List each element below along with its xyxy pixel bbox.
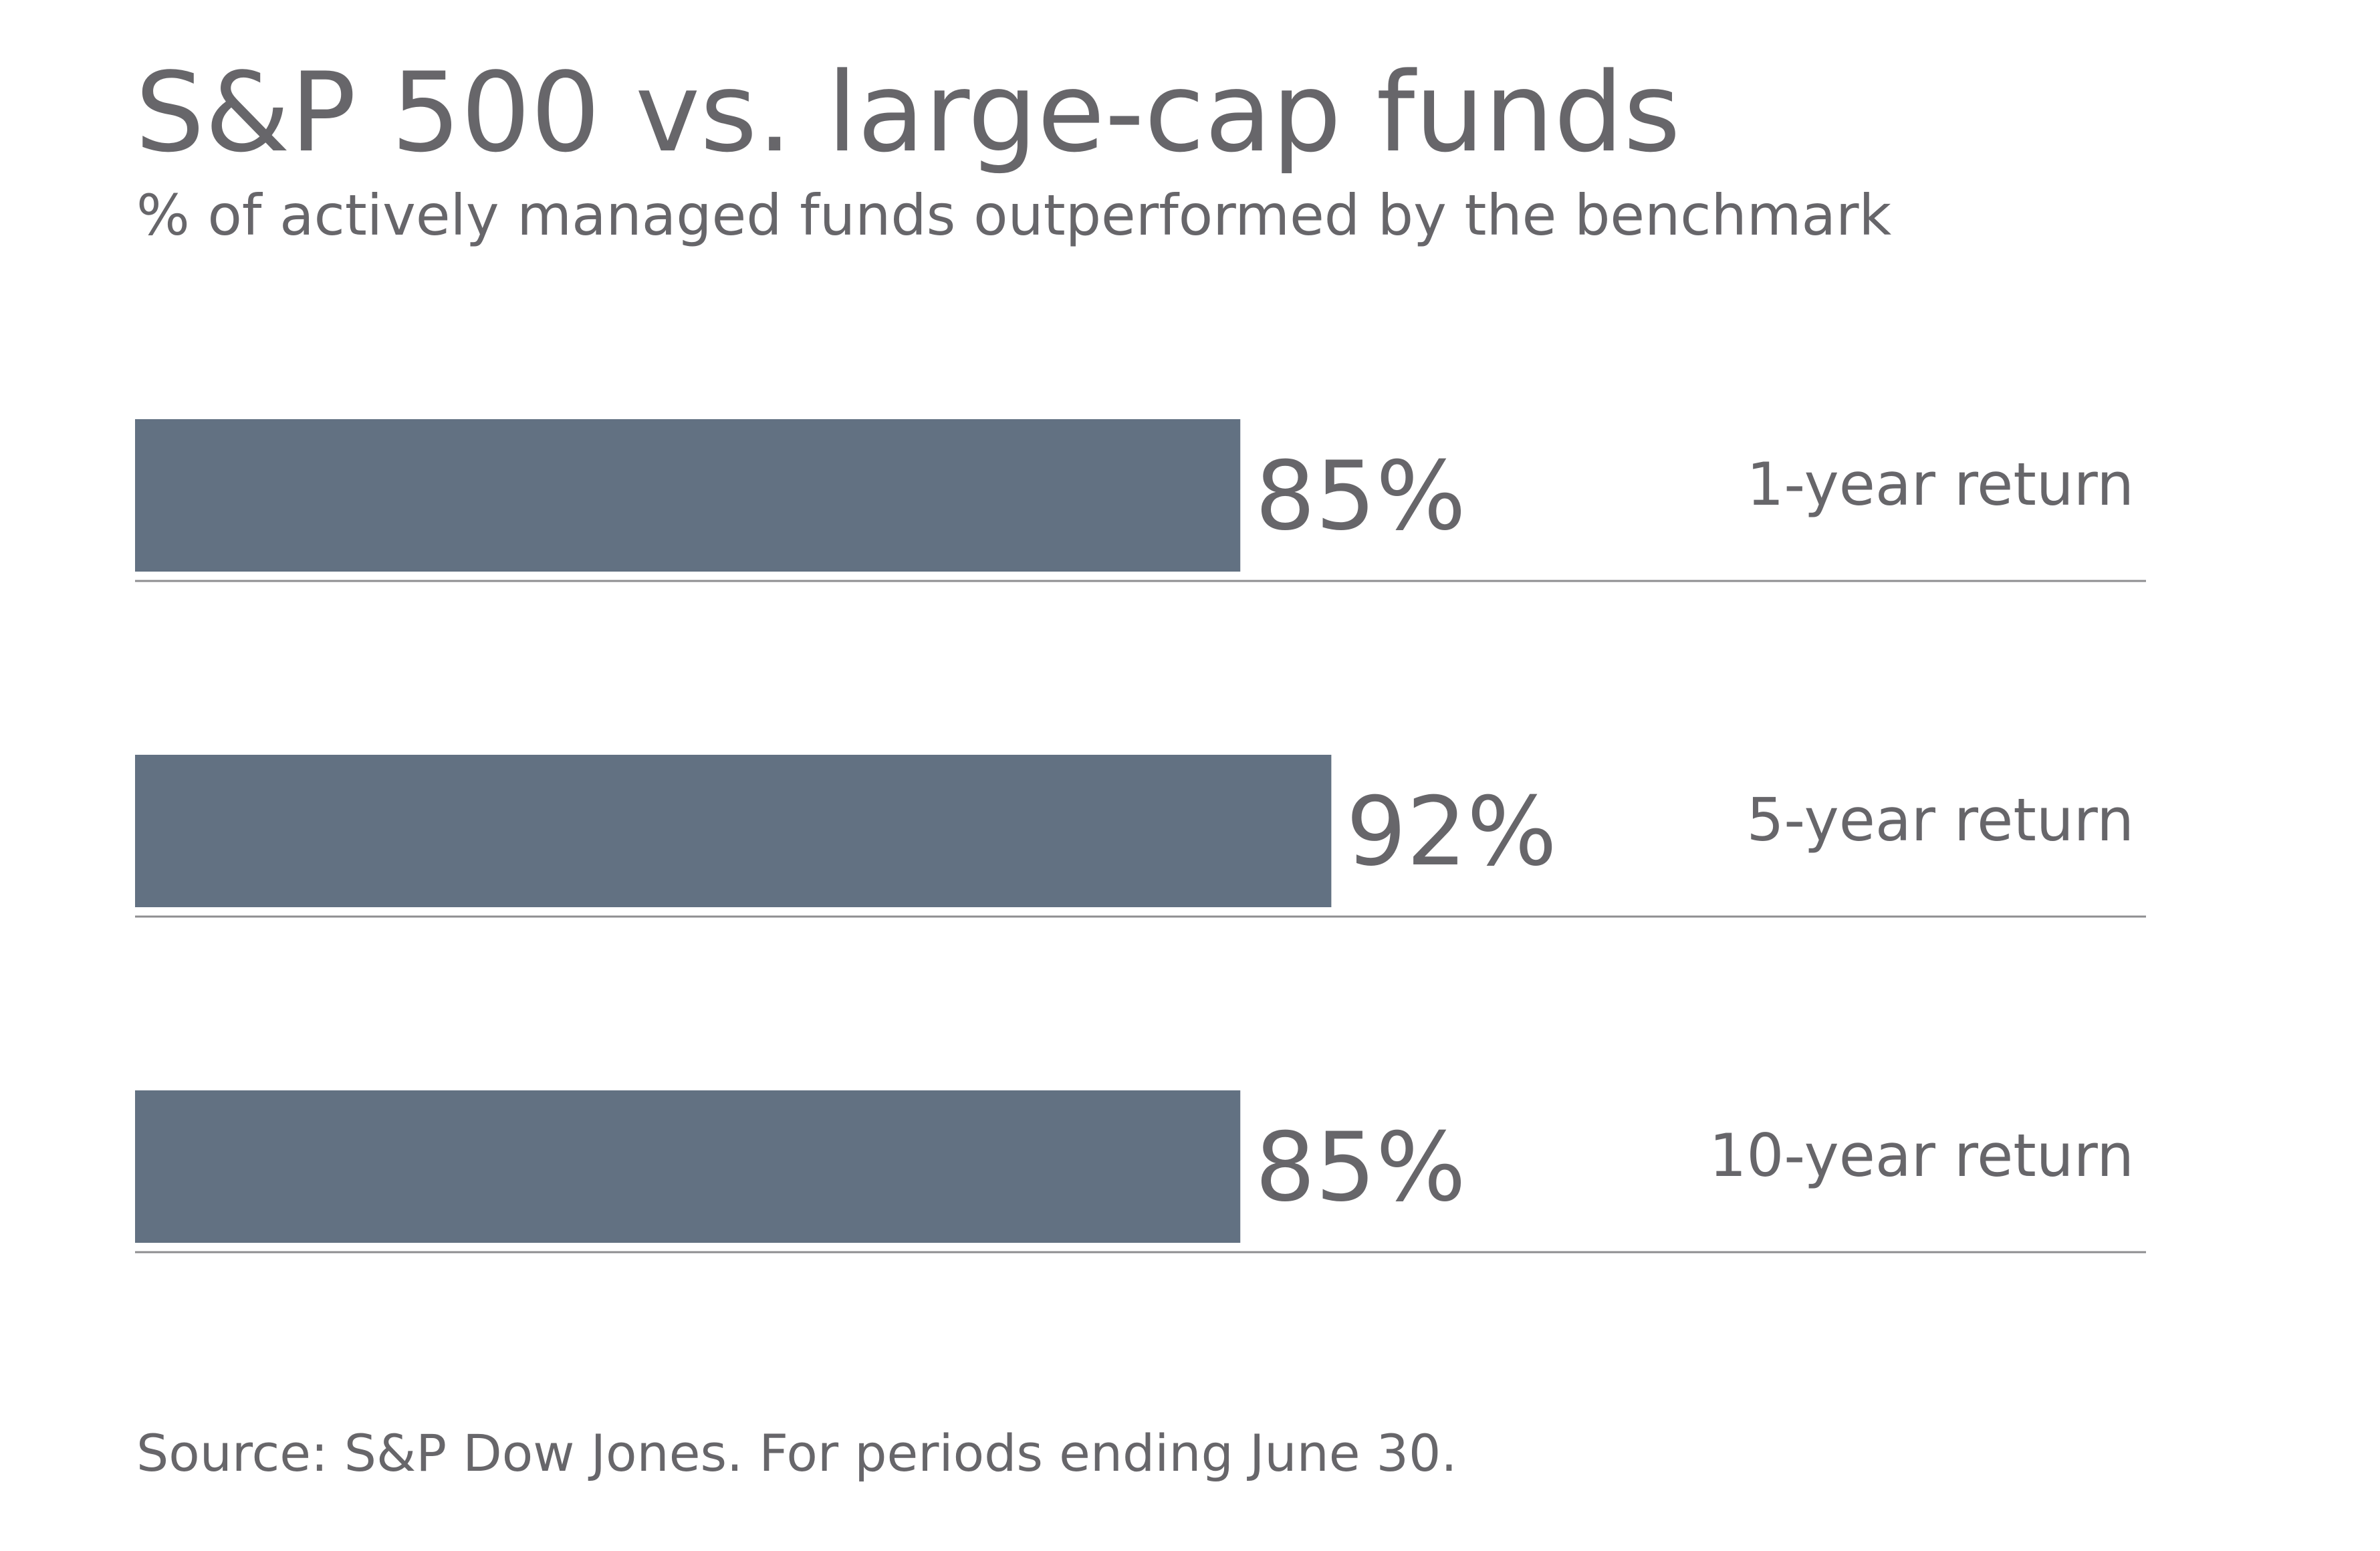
category-label: 1-year return <box>1746 450 2134 519</box>
chart-title: S&P 500 vs. large-cap funds <box>135 49 1681 176</box>
category-label: 10-year return <box>1709 1121 2134 1190</box>
bar-2 <box>135 755 1332 907</box>
bar-3 <box>135 1090 1241 1243</box>
value-label: 85% <box>1255 441 1466 552</box>
chart-subtitle: % of actively managed funds outperformed… <box>136 183 1892 248</box>
category-label: 5-year return <box>1746 786 2134 854</box>
value-label: 92% <box>1346 777 1557 887</box>
value-label: 85% <box>1255 1112 1466 1223</box>
bar-1 <box>135 419 1241 572</box>
source-note: Source: S&P Dow Jones. For periods endin… <box>136 1423 1457 1483</box>
